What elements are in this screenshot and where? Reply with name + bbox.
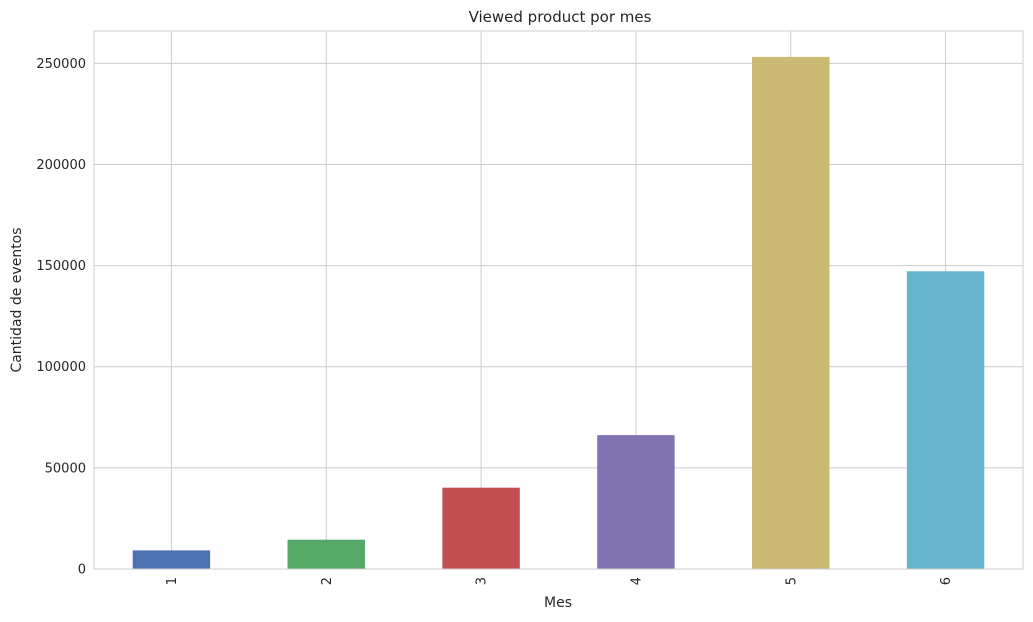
plot-frame (93, 30, 1024, 570)
bar-month-4 (597, 435, 675, 569)
x-tick-label: 2 (320, 577, 335, 585)
y-axis-label: Cantidad de eventos (9, 227, 25, 372)
x-axis-label: Mes (544, 595, 572, 611)
y-tick-label: 200000 (36, 158, 86, 173)
y-tick-label: 50000 (45, 461, 86, 476)
x-tick-labels: 1 2 3 4 5 6 (165, 577, 954, 585)
bars-layer (132, 56, 985, 569)
x-tick-label: 4 (629, 577, 644, 585)
bar-month-6 (906, 271, 985, 569)
grid-layer (94, 31, 1023, 570)
bar-month-1 (132, 550, 211, 569)
x-tick-label: 6 (939, 577, 954, 585)
y-tick-label: 250000 (36, 57, 86, 72)
y-tick-labels: 0 50000 100000 150000 200000 250000 (36, 57, 86, 578)
x-tick-label: 1 (165, 577, 180, 585)
chart-title: Viewed product por mes (469, 8, 652, 26)
y-tick-label: 100000 (36, 360, 86, 375)
y-tick-label: 0 (78, 563, 86, 578)
bar-month-2 (287, 539, 365, 569)
y-tick-label: 150000 (36, 259, 86, 274)
x-tick-label: 3 (475, 577, 490, 585)
bar-month-5 (752, 56, 830, 569)
x-tick-label: 5 (784, 577, 799, 585)
bar-month-3 (442, 487, 520, 569)
